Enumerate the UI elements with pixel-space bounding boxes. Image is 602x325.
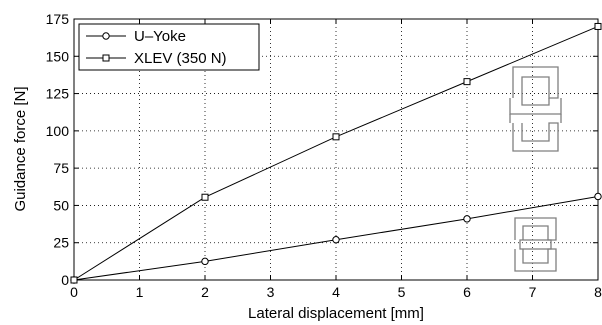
legend-label-u-yoke: U–Yoke	[134, 28, 186, 45]
y-tick-label: 125	[46, 86, 70, 102]
legend: U–Yoke XLEV (350 N)	[78, 23, 260, 71]
x-tick-label: 7	[529, 284, 537, 300]
x-tick-label: 8	[594, 284, 602, 300]
y-tick-label: 0	[61, 272, 69, 288]
x-tick-label: 1	[136, 284, 144, 300]
y-axis-label: Guidance force [N]	[12, 86, 29, 211]
x-axis-label: Lateral displacement [mm]	[248, 305, 424, 322]
x-tick-label: 0	[70, 284, 78, 300]
data-point-circle	[463, 215, 471, 223]
y-tick-label: 175	[46, 11, 70, 27]
data-point-circle	[332, 236, 340, 244]
legend-square-marker	[102, 54, 110, 62]
grid	[74, 19, 598, 280]
data-point-square	[332, 133, 340, 141]
y-tick-label: 50	[53, 197, 69, 213]
y-tick-label: 100	[46, 123, 70, 139]
data-point-square	[594, 22, 602, 30]
data-point-circle	[201, 257, 209, 266]
series-layer	[70, 22, 602, 284]
legend-box	[78, 23, 260, 71]
x-tick-label: 4	[332, 284, 340, 300]
legend-label-xlev: XLEV (350 N)	[134, 50, 227, 67]
x-tick-label: 2	[201, 284, 209, 300]
x-tick-label: 5	[398, 284, 406, 300]
x-tick-label: 3	[267, 284, 275, 300]
u-yoke-icon	[514, 217, 557, 272]
y-tick-label: 75	[53, 160, 69, 176]
data-point-square	[201, 193, 209, 201]
data-point-circle	[594, 192, 602, 201]
x-tick-label: 6	[463, 284, 471, 300]
data-point-square	[463, 78, 471, 86]
data-point-square	[70, 276, 78, 284]
xlev-yoke-icon	[509, 66, 562, 152]
y-tick-label: 25	[53, 235, 69, 251]
legend-circle-marker	[102, 32, 110, 40]
y-tick-label: 150	[46, 48, 70, 64]
axis-ticks: 0 1 2 3 4 5 6 7 8 0 25 50 75 100 125 150 175	[46, 11, 602, 300]
